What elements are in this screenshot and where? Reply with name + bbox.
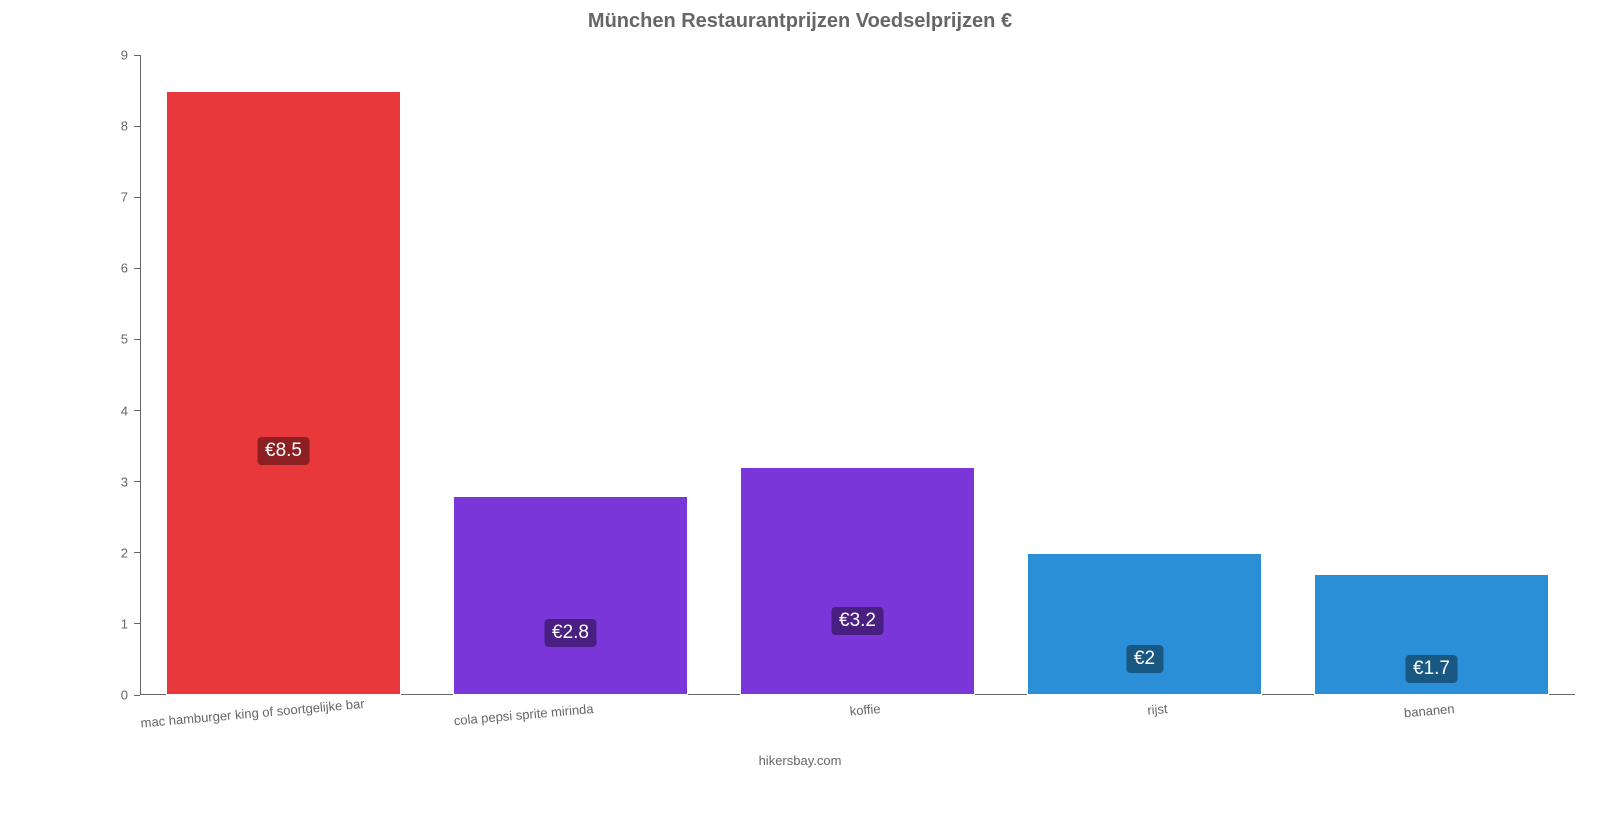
chart-title: München Restaurantprijzen Voedselprijzen… [0, 10, 1600, 33]
y-tick [134, 268, 140, 269]
bar [166, 91, 401, 695]
y-tick-label: 2 [121, 545, 128, 560]
y-tick [134, 55, 140, 56]
bar [740, 467, 975, 695]
bar-value-label: €1.7 [1405, 655, 1458, 683]
y-axis-line [140, 55, 141, 695]
x-tick-label: mac hamburger king of soortgelijke bar [140, 701, 307, 730]
y-tick [134, 197, 140, 198]
y-tick-label: 9 [121, 48, 128, 63]
y-tick-label: 4 [121, 403, 128, 418]
footer-credit: hikersbay.com [0, 753, 1600, 768]
y-tick [134, 126, 140, 127]
bar-value-label: €8.5 [257, 437, 310, 465]
y-tick-label: 1 [121, 616, 128, 631]
plot-area: 0123456789€8.5mac hamburger king of soor… [140, 55, 1575, 695]
bar [1027, 553, 1262, 695]
y-tick-label: 7 [121, 190, 128, 205]
y-tick [134, 339, 140, 340]
y-tick-label: 6 [121, 261, 128, 276]
y-tick [134, 481, 140, 482]
y-tick [134, 695, 140, 696]
y-tick-label: 8 [121, 119, 128, 134]
bar [453, 496, 688, 695]
bar-value-label: €3.2 [831, 607, 884, 635]
y-tick-label: 0 [121, 688, 128, 703]
y-tick [134, 552, 140, 553]
bar-value-label: €2.8 [544, 619, 597, 647]
y-tick [134, 410, 140, 411]
y-tick-label: 5 [121, 332, 128, 347]
y-tick [134, 623, 140, 624]
bar-value-label: €2 [1126, 645, 1163, 673]
y-tick-label: 3 [121, 474, 128, 489]
